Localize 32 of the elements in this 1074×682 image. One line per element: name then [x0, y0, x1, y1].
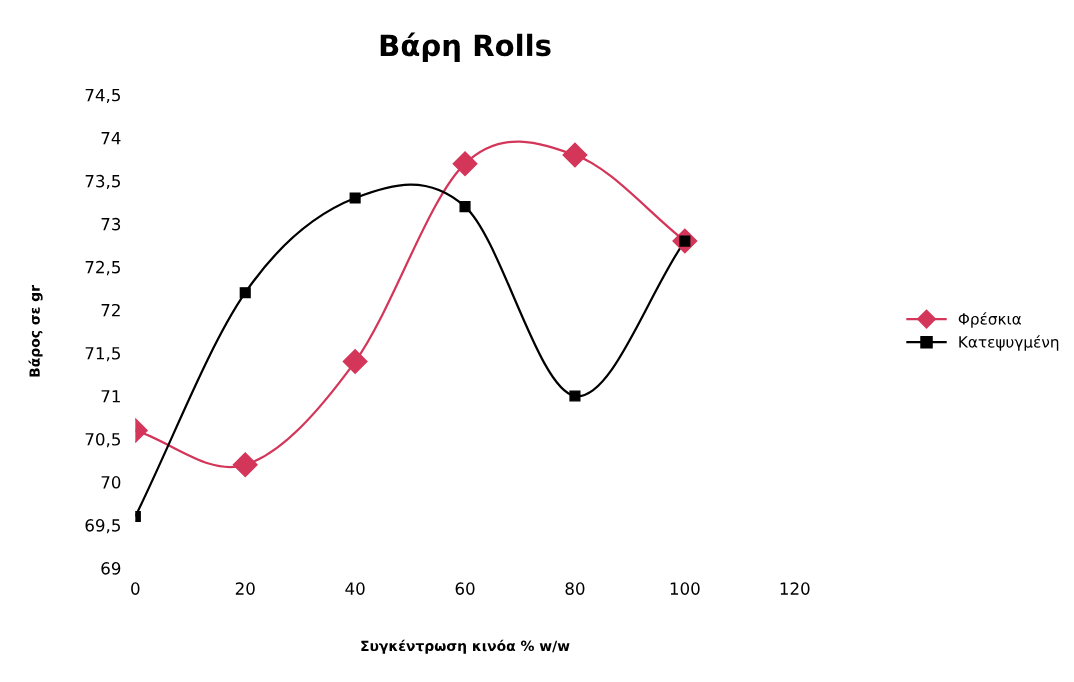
y-tick-label: 74,5 — [85, 88, 120, 104]
y-tick-label: 72,5 — [85, 260, 120, 276]
point — [342, 349, 368, 375]
point — [232, 452, 258, 478]
x-axis-title: Συγκέντρωση κινόα % w/w — [361, 639, 570, 654]
x-tick-label: 20 — [235, 582, 255, 595]
point — [239, 287, 251, 299]
y-tick-label: 70 — [101, 476, 121, 489]
y-tick-label: 69,5 — [85, 519, 120, 534]
x-tick-label: 40 — [345, 582, 365, 595]
point — [452, 151, 478, 177]
point — [562, 142, 588, 168]
chart-title: Βάρη Rolls — [380, 32, 551, 62]
y-tick-label: 69 — [101, 562, 121, 575]
y-tick-label: 74 — [101, 132, 121, 145]
point — [569, 390, 581, 402]
point — [459, 201, 471, 213]
y-tick-label: 71,5 — [85, 347, 120, 362]
x-tick-label: 100 — [670, 582, 700, 595]
x-tick-label: 80 — [565, 582, 585, 595]
y-tick-label: 70,5 — [85, 432, 120, 448]
y-tick-label: 73 — [101, 217, 121, 231]
y-axis-title: Βάρος σε gr — [28, 285, 43, 377]
y-tick-label: 71 — [101, 390, 120, 403]
y-tick-label: 72 — [101, 303, 120, 317]
x-tick-label: 120 — [780, 582, 810, 595]
y-tick-label: 73,5 — [85, 174, 120, 190]
legend-label: Κατεψυγμένη — [959, 335, 1059, 351]
legend-label: Φρέσκια — [958, 312, 1022, 328]
point — [349, 192, 361, 204]
x-tick-label: 0 — [131, 582, 140, 595]
x-tick-label: 60 — [455, 582, 475, 595]
